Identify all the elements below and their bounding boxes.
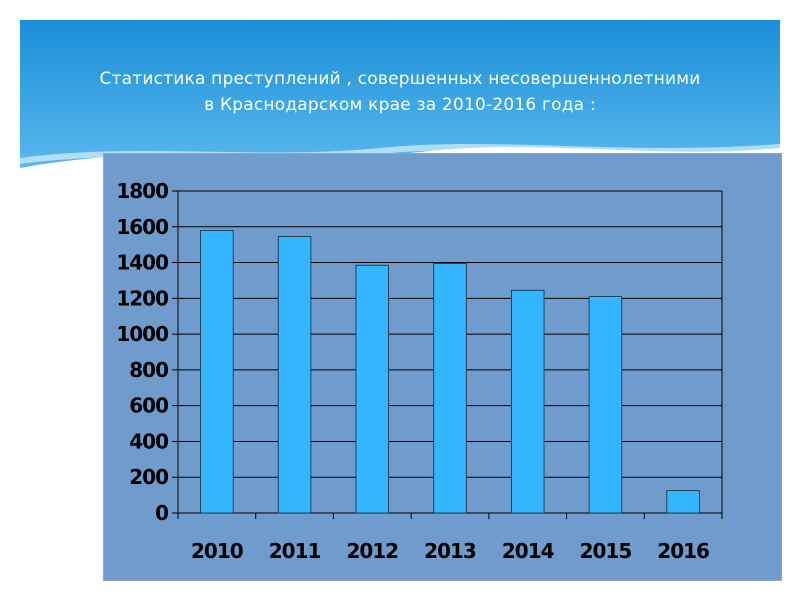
x-tick-label: 2013 <box>424 539 476 563</box>
y-tick-label: 1000 <box>116 322 168 346</box>
y-tick-label: 1400 <box>116 251 168 275</box>
y-tick-label: 600 <box>129 394 168 418</box>
title-banner <box>20 20 780 168</box>
y-tick-label: 400 <box>129 429 168 453</box>
y-tick-label: 1600 <box>116 215 168 239</box>
x-tick-label: 2014 <box>502 539 554 563</box>
bar-chart: 0 200 400 600 800 1000 1200 1400 1600 1800 2010 201… <box>116 179 723 563</box>
bar-2015 <box>588 296 623 514</box>
x-tick-label: 2015 <box>580 539 632 563</box>
y-tick-label: 0 <box>155 501 168 525</box>
y-tick-label: 1800 <box>116 179 168 203</box>
title-line-1: Статистика преступлений , совершенных не… <box>99 69 701 89</box>
x-tick-label: 2016 <box>657 539 709 563</box>
bar-2012 <box>355 264 390 514</box>
bar-2011 <box>277 236 312 514</box>
x-tick-label: 2010 <box>191 539 243 563</box>
x-tick-label: 2012 <box>346 539 398 563</box>
y-tick-label: 200 <box>129 465 168 489</box>
x-tick-label: 2011 <box>269 539 321 563</box>
bar-2013 <box>433 263 467 514</box>
y-tick-label: 800 <box>129 358 168 382</box>
slide-title: Статистика преступлений , совершенных не… <box>20 66 780 118</box>
bar-2016 <box>666 490 700 514</box>
title-line-2: в Краснодарском крае за 2010-2016 года : <box>204 95 596 115</box>
bar-2014 <box>510 289 545 514</box>
y-tick-label: 1200 <box>116 286 168 310</box>
bar-2010 <box>200 229 234 514</box>
